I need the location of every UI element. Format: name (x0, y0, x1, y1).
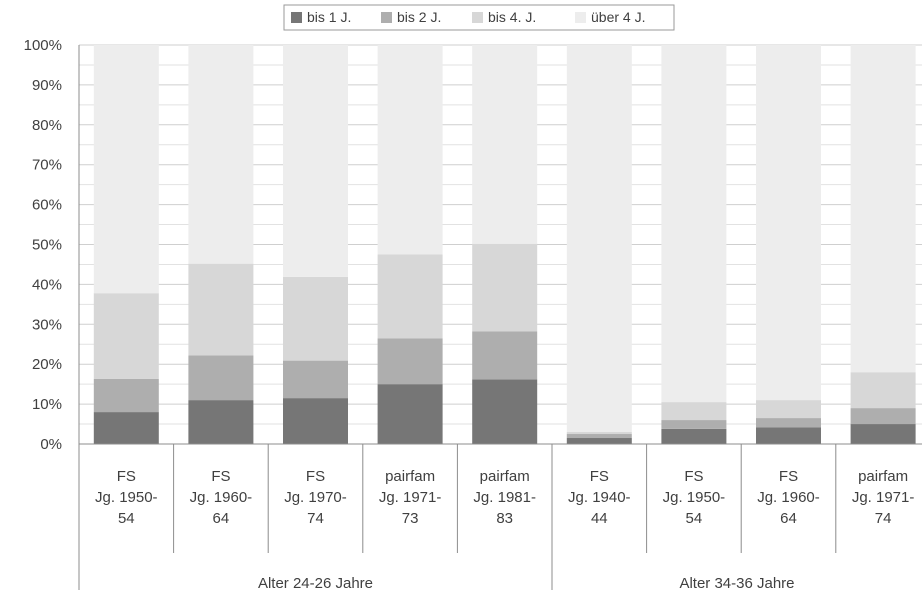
y-tick-label: 50% (32, 237, 62, 254)
bar-segment (377, 254, 443, 339)
category-label: Jg. 1970- (284, 489, 347, 506)
y-tick-label: 0% (40, 436, 62, 453)
legend-label: bis 4. J. (488, 9, 536, 25)
bar-segment (283, 398, 348, 444)
y-tick-label: 90% (32, 77, 62, 94)
category-label: 64 (213, 510, 230, 527)
category-label: Jg. 1981- (473, 489, 536, 506)
y-tick-label: 10% (32, 396, 62, 413)
bar-segment (566, 432, 632, 435)
bar-segment (756, 427, 821, 444)
bar-segment (566, 434, 632, 439)
bar-segment (93, 45, 159, 294)
bar-segment (283, 360, 348, 399)
bar-segment (472, 243, 538, 332)
x-axis: Alter 24-26 Jahre Alter 34-36 Jahre FS Jg. … (78, 45, 922, 592)
category-label: Jg. 1971- (379, 489, 442, 506)
bar-segment (377, 338, 443, 385)
legend-label: über 4 J. (591, 9, 645, 25)
category-label: 73 (402, 510, 419, 527)
bar-segment (188, 45, 254, 264)
category-label: 74 (875, 510, 892, 527)
category-label: Jg. 1950- (95, 489, 158, 506)
y-tick-label: 40% (32, 276, 62, 293)
y-tick-label: 100% (24, 37, 62, 54)
category-label: 74 (307, 510, 324, 527)
category-label: Jg. 1960- (190, 489, 253, 506)
bar-segment (850, 45, 916, 373)
bar-segment (283, 276, 348, 361)
bar-segment (472, 379, 538, 444)
legend-swatch (381, 12, 392, 23)
y-tick-label: 30% (32, 316, 62, 333)
bar-segment (93, 412, 159, 444)
category-label: FS (306, 468, 325, 485)
category-label: pairfam (385, 468, 435, 485)
bar-segment (188, 400, 254, 444)
bar-segment (566, 438, 632, 444)
bar-segment (472, 45, 538, 244)
bar-segment (377, 45, 443, 255)
group-label: Alter 34-36 Jahre (679, 575, 794, 592)
y-tick-label: 20% (32, 356, 62, 373)
category-label: 54 (118, 510, 135, 527)
bar-segment (756, 418, 821, 428)
bar-segment (377, 384, 443, 444)
y-tick-label: 80% (32, 117, 62, 134)
category-label: FS (117, 468, 136, 485)
bar-segment (850, 372, 916, 409)
bar-segment (661, 420, 727, 429)
category-label: 83 (496, 510, 513, 527)
bar-segment (661, 45, 727, 403)
bar-segment (756, 45, 821, 401)
y-axis: 0% 10% 20% 30% 40% 50% 60% 70% 80% 90% 100% (24, 37, 62, 453)
bar-segment (283, 45, 348, 277)
y-tick-label: 60% (32, 197, 62, 214)
legend-swatch (291, 12, 302, 23)
bar-segment (472, 331, 538, 380)
bar-segment (850, 424, 916, 444)
category-label: Jg. 1971- (852, 489, 915, 506)
legend: bis 1 J. bis 2 J. bis 4. J. über 4 J. (283, 4, 675, 31)
category-label: Jg. 1950- (663, 489, 726, 506)
legend-label: bis 2 J. (397, 9, 441, 25)
bar-segment (661, 402, 727, 421)
legend-swatch (472, 12, 483, 23)
category-label: pairfam (480, 468, 530, 485)
category-label: FS (211, 468, 230, 485)
category-label: 54 (686, 510, 703, 527)
group-label: Alter 24-26 Jahre (258, 575, 373, 592)
bar-segment (756, 400, 821, 419)
category-label: Jg. 1960- (757, 489, 820, 506)
y-tick-label: 70% (32, 157, 62, 174)
bars (93, 45, 916, 444)
bar-segment (93, 293, 159, 379)
bar-segment (850, 408, 916, 425)
category-label: pairfam (858, 468, 908, 485)
legend-label: bis 1 J. (307, 9, 351, 25)
category-label: 64 (780, 510, 797, 527)
bar-segment (188, 263, 254, 356)
category-label: FS (684, 468, 703, 485)
category-label: FS (590, 468, 609, 485)
category-label: Jg. 1940- (568, 489, 631, 506)
legend-swatch (575, 12, 586, 23)
bar-segment (188, 355, 254, 401)
bar-segment (661, 428, 727, 444)
category-label: 44 (591, 510, 608, 527)
bar-segment (566, 45, 632, 433)
category-label: FS (779, 468, 798, 485)
bar-segment (93, 378, 159, 413)
